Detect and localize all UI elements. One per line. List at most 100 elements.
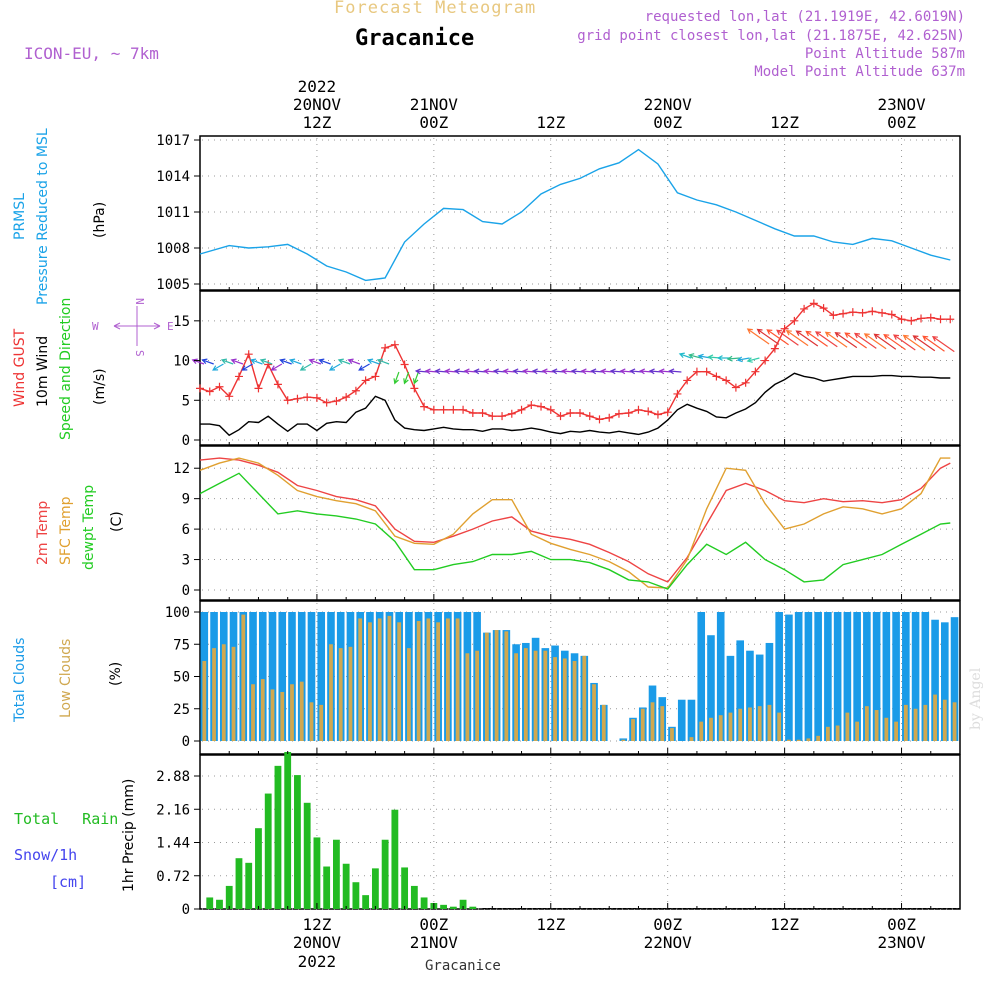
precip-ytick-label: 2.88 — [156, 769, 190, 785]
low-cloud-bar — [465, 653, 470, 741]
gust-point — [390, 340, 399, 349]
gust-point — [546, 405, 555, 414]
total-cloud-bar — [853, 612, 861, 741]
wind-direction-arrow — [892, 334, 916, 351]
rain-bar — [333, 839, 340, 909]
rain-bar — [206, 897, 214, 909]
total-cloud-bar — [268, 612, 277, 741]
wind-ytick-label: 5 — [182, 393, 190, 409]
gust-point — [293, 394, 302, 403]
gust-point — [614, 409, 623, 418]
rain-bar — [420, 897, 428, 909]
rain-bar — [381, 839, 389, 909]
rain-bar — [284, 752, 292, 909]
temp-unit: (C) — [109, 511, 125, 532]
rain-bar — [342, 863, 350, 909]
wind-direction-arrow — [241, 363, 253, 371]
low-cloud-bar — [601, 704, 606, 741]
bottom-time-label: 12Z — [302, 915, 331, 934]
low-cloud-bar — [903, 704, 908, 741]
wind-direction-arrow — [795, 330, 819, 347]
wind-direction-arrow — [776, 329, 799, 346]
gust-point — [868, 307, 877, 316]
gust-point — [537, 402, 546, 411]
wind-direction-arrow — [212, 363, 224, 371]
wind-direction-arrow — [337, 358, 351, 365]
gust-point — [244, 350, 253, 359]
gust-point — [692, 367, 701, 376]
low-cloud-bar — [221, 644, 226, 741]
gust-point — [205, 387, 214, 396]
low-cloud-bar — [260, 679, 265, 741]
total-cloud-bar — [902, 612, 910, 741]
top-time-label: 22NOV — [644, 95, 693, 114]
low-cloud-bar — [348, 646, 353, 741]
gust-point — [566, 408, 575, 417]
gust-point — [809, 299, 818, 308]
rain-bar — [313, 837, 321, 909]
top-time-label: 00Z — [419, 113, 448, 132]
top-time-label: 12Z — [536, 113, 565, 132]
low-cloud-bar — [835, 725, 840, 741]
low-cloud-bar — [855, 721, 860, 741]
low-cloud-bar — [592, 684, 596, 741]
low-cloud-bar — [319, 704, 324, 741]
gust-point — [517, 405, 526, 414]
wind-direction-arrow — [746, 328, 770, 345]
low-cloud-bar — [484, 632, 489, 741]
gust-point — [731, 383, 740, 392]
bottom-time-label: 21NOV — [410, 933, 459, 952]
requested-lonlat: requested lon,lat (21.1919E, 42.6019N) — [644, 9, 965, 25]
bottom-time-label: 12Z — [770, 915, 799, 934]
low-cloud-bar — [231, 646, 236, 741]
wind-direction-arrow — [308, 358, 322, 365]
gust-point — [196, 384, 204, 393]
rain-bar — [440, 904, 447, 909]
temperature-ytick-label: 12 — [173, 461, 190, 477]
total-cloud-bar — [921, 612, 930, 741]
total-cloud-bar — [307, 612, 316, 741]
low-cloud-bar — [796, 739, 801, 741]
gust-point — [800, 304, 809, 313]
wind-direction-arrow — [279, 358, 292, 365]
top-time-label: 2022 — [298, 77, 337, 96]
precip-ytick-label: 0.72 — [156, 869, 190, 885]
gust-point — [400, 360, 409, 369]
low-cloud-bar — [572, 661, 577, 741]
rain-bar — [225, 885, 233, 909]
low-cloud-bar — [699, 721, 704, 741]
pressure-subtitle: Pressure Reduced to MSL — [35, 128, 51, 305]
low-cloud-bar — [533, 650, 538, 741]
low-cloud-bar — [689, 737, 694, 741]
bottom-time-label: 22NOV — [644, 933, 693, 952]
bottom-time-label: 00Z — [419, 915, 448, 934]
total-cloud-bar — [911, 612, 920, 741]
total-cloud-bar — [941, 622, 949, 741]
wind-direction-arrow — [678, 352, 692, 359]
total-cloud-bar — [755, 654, 764, 741]
gust-point — [507, 409, 516, 418]
total-cloud-bar — [288, 612, 296, 741]
bottom-time-label: 23NOV — [877, 933, 926, 952]
bottom-time-label: 20NOV — [293, 933, 342, 952]
total-cloud-bar — [950, 617, 959, 741]
low-cloud-bar — [757, 706, 762, 741]
wind-ytick-label: 15 — [173, 314, 190, 330]
temperature-ytick-label: 6 — [182, 522, 190, 538]
gust-point — [332, 397, 341, 406]
rain-bar — [410, 885, 418, 909]
total-cloud-bar — [317, 612, 326, 741]
gust-point — [429, 405, 438, 414]
gust-point — [215, 382, 224, 391]
low-cloud-bar — [407, 648, 411, 741]
rain-bar — [401, 867, 409, 909]
total-cloud-bar — [863, 612, 871, 741]
total-cloud-bar — [707, 635, 715, 741]
wind-direction-arrow — [250, 358, 263, 365]
wind-10m-title: 10m Wind — [35, 336, 51, 407]
low-cloud-bar — [445, 618, 450, 741]
wind-direction-arrow — [834, 331, 858, 349]
pressure-ytick-label: 1017 — [156, 133, 190, 149]
wind-direction-arrow — [688, 353, 702, 359]
rain-bar — [303, 802, 311, 909]
